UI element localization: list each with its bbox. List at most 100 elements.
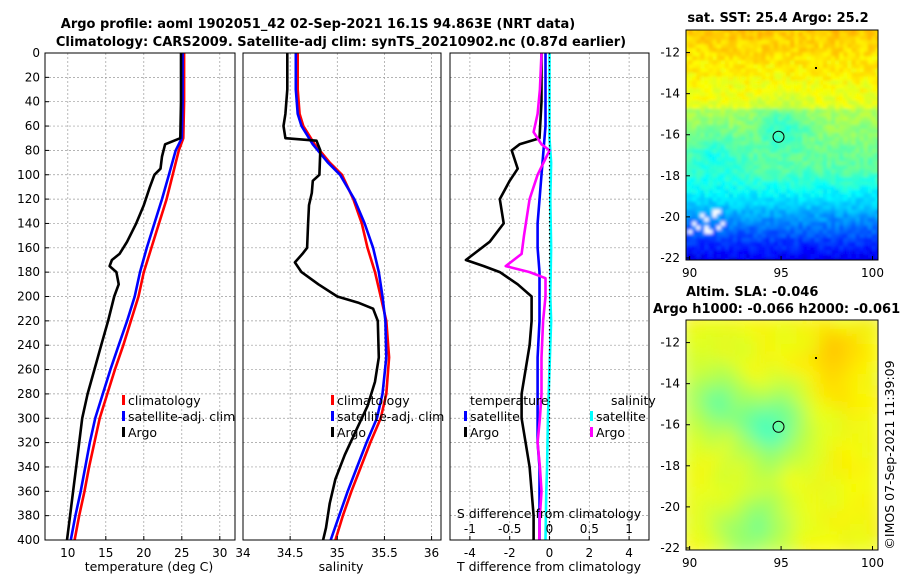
sst-cell xyxy=(749,173,754,178)
sst-cell xyxy=(851,60,857,65)
sst-cell xyxy=(790,149,795,154)
map-xtick-label: 95 xyxy=(773,266,788,280)
sst-cell xyxy=(712,213,718,219)
sst-cell xyxy=(786,64,791,69)
sst-cell xyxy=(696,245,701,251)
sst-cell xyxy=(855,80,861,86)
sst-cell xyxy=(839,48,844,53)
sst-cell xyxy=(818,157,824,162)
sst-cell xyxy=(814,116,820,122)
sst-cell xyxy=(733,185,738,190)
sst-cell xyxy=(749,72,754,77)
sst-cell xyxy=(716,209,722,215)
sst-cell xyxy=(724,76,730,81)
sst-cell xyxy=(798,165,803,170)
sst-cell xyxy=(724,36,730,41)
sst-cell xyxy=(847,217,852,223)
sst-cell xyxy=(761,189,767,194)
sst-cell xyxy=(876,96,878,102)
sst-cell xyxy=(757,108,763,114)
sst-cell xyxy=(686,153,689,158)
sst-cell xyxy=(741,104,746,110)
sst-cell xyxy=(871,157,877,162)
sst-cell xyxy=(773,88,779,94)
sst-cell xyxy=(692,92,697,98)
sst-cell xyxy=(810,88,816,94)
sst-cell xyxy=(753,128,758,134)
sst-cell xyxy=(814,193,820,198)
sst-cell xyxy=(741,213,746,219)
sla-cell xyxy=(770,374,784,387)
sst-cell xyxy=(822,217,828,223)
sst-cell xyxy=(806,233,812,239)
sst-cell xyxy=(757,258,763,260)
sst-cell xyxy=(859,153,865,158)
sst-cell xyxy=(782,141,787,146)
sla-cell xyxy=(791,474,804,487)
sst-cell xyxy=(839,80,844,86)
sst-cell xyxy=(855,64,861,69)
sst-cell xyxy=(716,177,722,182)
sst-cell xyxy=(720,145,726,150)
sst-cell xyxy=(712,161,718,166)
sla-cell xyxy=(770,320,784,327)
sst-cell xyxy=(728,100,734,106)
sst-cell xyxy=(716,132,722,138)
sst-cell xyxy=(765,60,771,65)
argo-position-marker xyxy=(772,130,785,143)
sst-cell xyxy=(761,52,767,57)
sst-cell xyxy=(876,104,878,110)
sst-cell xyxy=(716,64,722,69)
sst-cell xyxy=(737,76,742,81)
sst-cell xyxy=(798,213,803,219)
sst-cell xyxy=(782,84,787,90)
sst-cell xyxy=(786,48,791,53)
sst-cell xyxy=(757,153,763,158)
sst-cell xyxy=(696,169,701,174)
sst-cell xyxy=(806,36,812,41)
sst-cell xyxy=(802,44,808,49)
sst-cell xyxy=(786,165,791,170)
sst-cell xyxy=(712,241,718,247)
sst-cell xyxy=(790,84,795,90)
sst-cell xyxy=(737,40,742,45)
sst-cell xyxy=(700,104,705,110)
sst-cell xyxy=(827,201,832,207)
sst-cell xyxy=(863,249,869,255)
sst-cell xyxy=(839,68,844,73)
sst-cell xyxy=(688,68,693,73)
sst-cell xyxy=(700,108,705,114)
sst-cell xyxy=(686,68,689,73)
sst-cell xyxy=(720,245,726,251)
sst-cell xyxy=(761,177,767,182)
sla-cell xyxy=(841,394,855,407)
sst-cell xyxy=(704,48,709,53)
sla-cell xyxy=(720,404,733,417)
sst-cell xyxy=(724,181,730,186)
sst-cell xyxy=(773,124,779,130)
sst-cell xyxy=(733,40,738,45)
sst-cell xyxy=(778,124,783,130)
sst-cell xyxy=(712,237,718,243)
sst-cell xyxy=(765,48,771,53)
sst-cell xyxy=(867,68,873,73)
sst-cell xyxy=(700,245,705,251)
sst-cell xyxy=(876,193,878,198)
sst-cell xyxy=(753,80,758,86)
sst-cell xyxy=(876,32,878,37)
sst-cell xyxy=(724,112,730,118)
sst-cell xyxy=(733,254,738,259)
sst-cell xyxy=(716,108,722,114)
sla-cell xyxy=(690,534,703,547)
sla-cell xyxy=(710,544,723,550)
sst-cell xyxy=(831,80,836,86)
sst-cell xyxy=(753,197,758,203)
sst-cell xyxy=(765,116,771,122)
sst-cell xyxy=(798,169,803,174)
sst-cell xyxy=(843,181,848,186)
sst-cell xyxy=(827,173,832,178)
sst-cell xyxy=(737,88,742,94)
sst-cell xyxy=(851,149,857,154)
sst-cell xyxy=(692,153,697,158)
sst-cell xyxy=(822,201,828,207)
